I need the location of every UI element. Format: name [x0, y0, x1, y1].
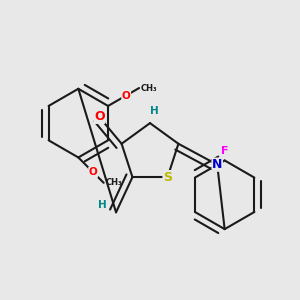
- Text: H: H: [98, 200, 107, 210]
- Text: S: S: [163, 171, 172, 184]
- Text: H: H: [150, 106, 159, 116]
- Text: N: N: [212, 158, 222, 171]
- Text: CH₃: CH₃: [141, 83, 157, 92]
- Text: CH₃: CH₃: [105, 178, 122, 187]
- Text: O: O: [89, 167, 98, 177]
- Text: O: O: [94, 110, 104, 123]
- Text: F: F: [221, 146, 228, 157]
- Text: O: O: [122, 91, 130, 100]
